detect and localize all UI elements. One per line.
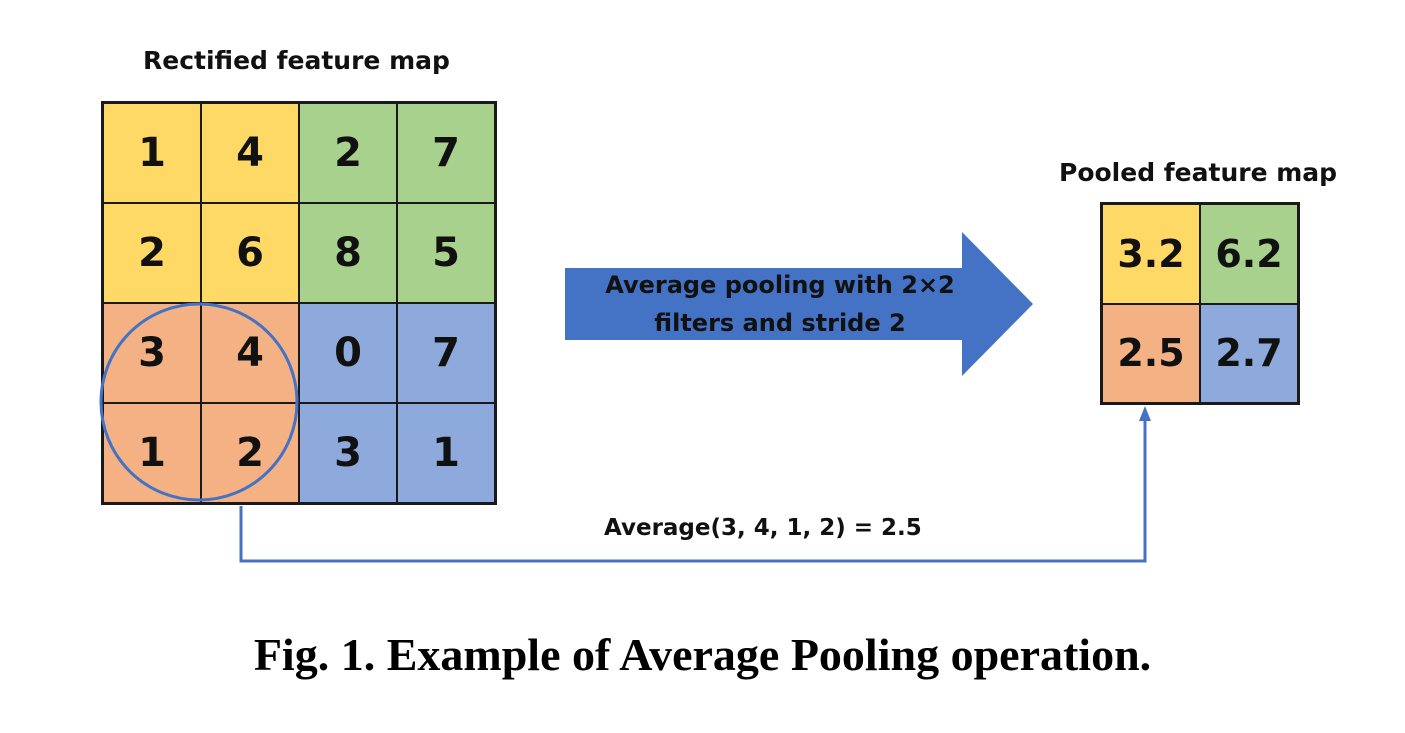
input-cell: 1 <box>103 103 201 203</box>
input-cell: 7 <box>397 103 495 203</box>
pooling-arrow-label: Average pooling with 2×2 filters and str… <box>580 266 980 342</box>
input-cell: 8 <box>299 203 397 303</box>
input-cell: 3 <box>299 403 397 503</box>
input-cell: 5 <box>397 203 495 303</box>
rectified-feature-map-grid: 1 4 2 7 2 6 8 5 3 4 0 7 1 2 3 1 <box>101 101 497 505</box>
figure-caption: Fig. 1. Example of Average Pooling opera… <box>253 629 1152 680</box>
pooled-feature-map-title: Pooled feature map <box>1059 158 1338 187</box>
output-cell: 2.5 <box>1102 303 1200 403</box>
input-cell: 6 <box>201 203 299 303</box>
input-cell: 2 <box>103 203 201 303</box>
input-cell: 7 <box>397 303 495 403</box>
output-cell: 3.2 <box>1102 204 1200 304</box>
input-cell: 0 <box>299 303 397 403</box>
input-cell: 1 <box>397 403 495 503</box>
input-cell: 2 <box>201 403 299 503</box>
connector-arrowhead <box>1139 406 1151 421</box>
input-cell: 4 <box>201 103 299 203</box>
pooling-arrow-label-line2: filters and stride 2 <box>654 309 906 337</box>
rectified-feature-map-title: Rectified feature map <box>143 46 450 75</box>
input-cell: 3 <box>103 303 201 403</box>
average-formula-label: Average(3, 4, 1, 2) = 2.5 <box>604 515 922 541</box>
input-cell: 4 <box>201 303 299 403</box>
pooling-arrow-label-line1: Average pooling with 2×2 <box>605 271 955 299</box>
output-cell: 2.7 <box>1200 303 1298 403</box>
input-cell: 2 <box>299 103 397 203</box>
output-cell: 6.2 <box>1200 204 1298 304</box>
input-cell: 1 <box>103 403 201 503</box>
pooled-feature-map-grid: 3.2 6.2 2.5 2.7 <box>1100 202 1300 405</box>
